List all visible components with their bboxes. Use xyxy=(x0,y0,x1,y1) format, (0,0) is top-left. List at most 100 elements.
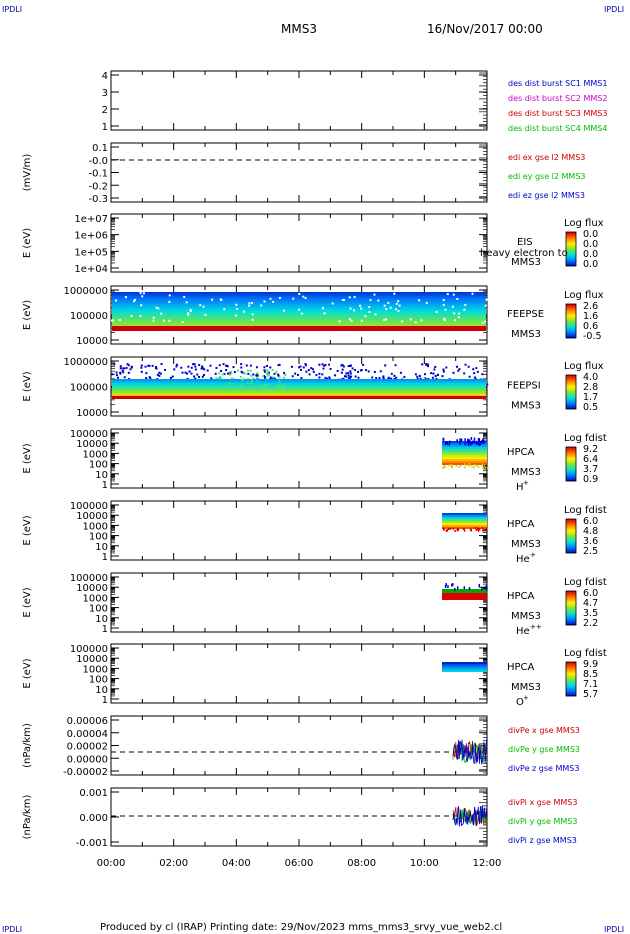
spectrogram-gap xyxy=(323,312,326,315)
spectrogram-band xyxy=(442,525,487,527)
colorbar-segment xyxy=(566,673,576,675)
spectrogram-gap xyxy=(360,319,363,322)
spectrogram-gap xyxy=(141,295,144,298)
colorbar xyxy=(565,590,577,626)
colorbar-segment xyxy=(566,375,576,377)
spectrogram-pixel xyxy=(229,373,232,376)
spectrogram-pixel xyxy=(283,371,286,374)
spectrogram-gap xyxy=(464,303,467,306)
spectrogram-gap xyxy=(199,304,202,307)
spectrogram-pixel xyxy=(116,376,119,379)
spectrogram-pixel xyxy=(354,368,357,371)
spectrogram-pixel xyxy=(227,372,230,375)
colorbar-segment xyxy=(566,407,576,409)
spectrogram-pixel xyxy=(379,370,382,373)
spectrogram-pixel xyxy=(123,367,126,370)
colorbar-segment xyxy=(566,378,576,380)
spectrogram-pixel xyxy=(470,442,473,446)
spectrogram-pixel xyxy=(470,528,473,531)
spectrogram-gap xyxy=(398,304,401,307)
spectrogram-pixel xyxy=(113,363,116,366)
colorbar-segment xyxy=(566,600,576,602)
spectrogram-pixel xyxy=(342,365,345,368)
spectrogram-pixel xyxy=(192,363,195,366)
colorbar-segment xyxy=(566,537,576,539)
colorbar-segment xyxy=(566,328,576,330)
colorbar-segment xyxy=(566,332,576,334)
spectrogram-pixel xyxy=(318,363,321,366)
colorbar-segment xyxy=(566,251,576,253)
spectrogram-band xyxy=(442,519,487,521)
spectrogram-pixel xyxy=(472,368,475,371)
spectrogram-pixel xyxy=(291,375,294,378)
colorbar-segment xyxy=(566,597,576,599)
colorbar-tick-label: 0.0 xyxy=(583,239,598,250)
colorbar-segment xyxy=(566,624,576,626)
colorbar-segment xyxy=(566,382,576,384)
spectrogram-pixel xyxy=(485,585,487,589)
colorbar-segment xyxy=(566,479,576,481)
spectrogram-pixel xyxy=(348,377,351,380)
colorbar-segment xyxy=(566,384,576,386)
spectrogram-band xyxy=(442,515,487,517)
y-tick-label: -0.0 xyxy=(88,156,108,167)
spectrogram-pixel xyxy=(312,368,315,371)
instrument-label: EIS xyxy=(517,237,533,248)
species-label: He xyxy=(516,554,530,565)
colorbar-segment xyxy=(566,460,576,462)
spectrogram-pixel xyxy=(485,587,488,591)
colorbar-segment xyxy=(566,542,576,544)
spectrogram-pixel xyxy=(265,364,268,367)
colorbar-segment xyxy=(566,664,576,666)
corner-label-top-right: IPDLI xyxy=(604,5,624,14)
spectrogram-pixel xyxy=(186,372,189,375)
spectrogram-gap xyxy=(481,321,484,324)
y-tick-label: 100000 xyxy=(70,383,108,394)
spectrogram-pixel xyxy=(342,377,345,380)
spectrogram-gap xyxy=(425,301,428,304)
spectrogram-pixel xyxy=(357,370,360,373)
spectrogram-pixel xyxy=(249,369,252,372)
colorbar-segment xyxy=(566,240,576,242)
spectrogram-gap xyxy=(341,298,344,301)
colorbar-segment xyxy=(566,331,576,333)
legend-entry: des dist burst SC3 MMS3 xyxy=(508,109,607,118)
colorbar xyxy=(565,231,577,267)
colorbar-segment xyxy=(566,237,576,239)
spectrogram-pixel xyxy=(247,369,250,372)
spectrogram-pixel xyxy=(275,370,278,373)
spectrogram-gap xyxy=(300,312,303,315)
colorbar-segment xyxy=(566,690,576,692)
spectrogram-gap xyxy=(155,306,158,309)
y-tick-label: 10000 xyxy=(76,654,108,665)
colorbar-segment xyxy=(566,677,576,679)
spectrogram-band xyxy=(112,385,486,387)
colorbar-segment xyxy=(566,615,576,617)
spectrogram-pixel xyxy=(375,377,378,380)
spectrogram-gap xyxy=(168,300,171,303)
colorbar-segment xyxy=(566,601,576,603)
spectrogram-gap xyxy=(383,318,386,321)
spectrogram-gap xyxy=(298,292,301,295)
y-tick-label: -0.00002 xyxy=(63,767,108,778)
spectrogram-pixel xyxy=(442,466,444,469)
spectrogram-pixel xyxy=(463,529,466,532)
x-tick-label: 12:00 xyxy=(473,858,502,869)
spectrogram-pixel xyxy=(111,373,114,376)
colorbar-segment xyxy=(566,319,576,321)
overlay-label: heavy electron to xyxy=(480,248,568,259)
spectrogram-pixel xyxy=(486,466,489,469)
y-tick-label: 100000 xyxy=(70,311,108,322)
spectrogram-pixel xyxy=(456,529,459,532)
colorbar-tick-label: 0.0 xyxy=(583,229,598,240)
colorbar-segment xyxy=(566,461,576,463)
spectrogram-pixel xyxy=(140,364,143,367)
spectrogram-pixel xyxy=(284,373,287,376)
colorbar-segment xyxy=(566,455,576,457)
spectrogram-gap xyxy=(397,310,400,313)
colorbar-segment xyxy=(566,400,576,402)
spectrogram-pixel xyxy=(158,374,161,377)
colorbar-title: Log flux xyxy=(564,361,604,372)
spectrogram-gap xyxy=(453,312,456,315)
legend-entry: divPi x gse MMS3 xyxy=(508,798,577,807)
